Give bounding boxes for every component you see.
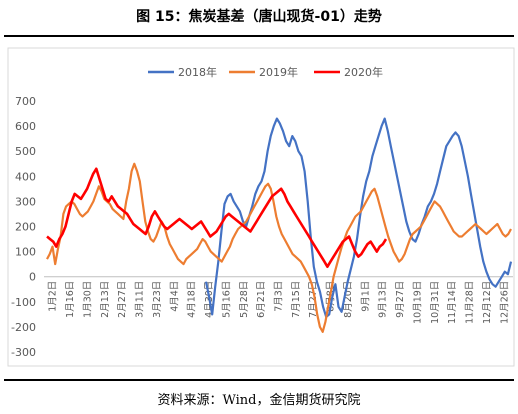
series-line-2018 <box>204 117 513 318</box>
y-tick-label: 100 <box>15 246 36 259</box>
figure-title: 图 15：焦炭基差（唐山现货-01）走势 <box>136 9 382 25</box>
y-tick-label: -200 <box>11 321 36 334</box>
x-tick-label: 3月11日 <box>135 281 146 318</box>
top-rule <box>4 35 514 37</box>
x-tick-label: 5月28日 <box>239 281 250 318</box>
x-tick-label: 12月12日 <box>482 281 493 324</box>
x-tick-label: 11月28日 <box>465 281 476 324</box>
x-tick-label: 7月27日 <box>308 281 319 318</box>
x-tick-label: 2月27日 <box>117 281 128 318</box>
x-tick-label: 1月2日 <box>48 281 59 312</box>
x-tick-label: 1月16日 <box>65 281 76 318</box>
x-tick-label: 4月4日 <box>169 281 180 312</box>
y-tick-label: 500 <box>15 145 36 158</box>
chart: -300 -200 -100 0 100 200 300 400 500 600 700 1月2日 1月… <box>7 47 515 367</box>
chart-area-border <box>7 47 515 367</box>
legend-label: 2018年 <box>178 65 217 79</box>
x-tick-label: 5月16日 <box>221 281 232 318</box>
x-tick-label: 4月18日 <box>187 281 198 318</box>
y-tick-label: 0 <box>29 271 36 284</box>
y-tick-label: 400 <box>15 170 36 183</box>
x-tick-label: 1月30日 <box>82 281 93 318</box>
x-tick-label: 3月23日 <box>152 281 163 318</box>
y-tick-label: 200 <box>15 221 36 234</box>
x-tick-label: 10月31日 <box>430 281 441 324</box>
x-tick-label: 7月3日 <box>274 281 285 312</box>
x-tick-label: 12月26日 <box>499 281 510 324</box>
y-tick-label: 600 <box>15 120 36 133</box>
y-tick-label: 300 <box>15 195 36 208</box>
x-tick-label: 9月13日 <box>378 281 389 318</box>
x-tick-label: 9月27日 <box>395 281 406 318</box>
series-line-2020 <box>46 167 388 268</box>
x-tick-label: 9月1日 <box>360 281 371 312</box>
y-tick-label: -100 <box>11 296 36 309</box>
x-tick-label: 7月15日 <box>291 281 302 318</box>
figure-source: 资料来源：Wind，金信期货研究院 <box>157 393 361 408</box>
bottom-rule <box>4 379 514 381</box>
legend-label: 2020年 <box>344 65 383 79</box>
x-tick-label: 2月13日 <box>100 281 111 318</box>
x-tick-label: 8月20日 <box>343 281 354 318</box>
x-tick-label: 10月19日 <box>412 281 423 324</box>
x-tick-label: 11月14日 <box>447 281 458 324</box>
x-tick-label: 6月21日 <box>256 281 267 318</box>
y-tick-label: 700 <box>15 95 36 108</box>
y-tick-label: -300 <box>11 346 36 359</box>
legend-label: 2019年 <box>259 65 298 79</box>
